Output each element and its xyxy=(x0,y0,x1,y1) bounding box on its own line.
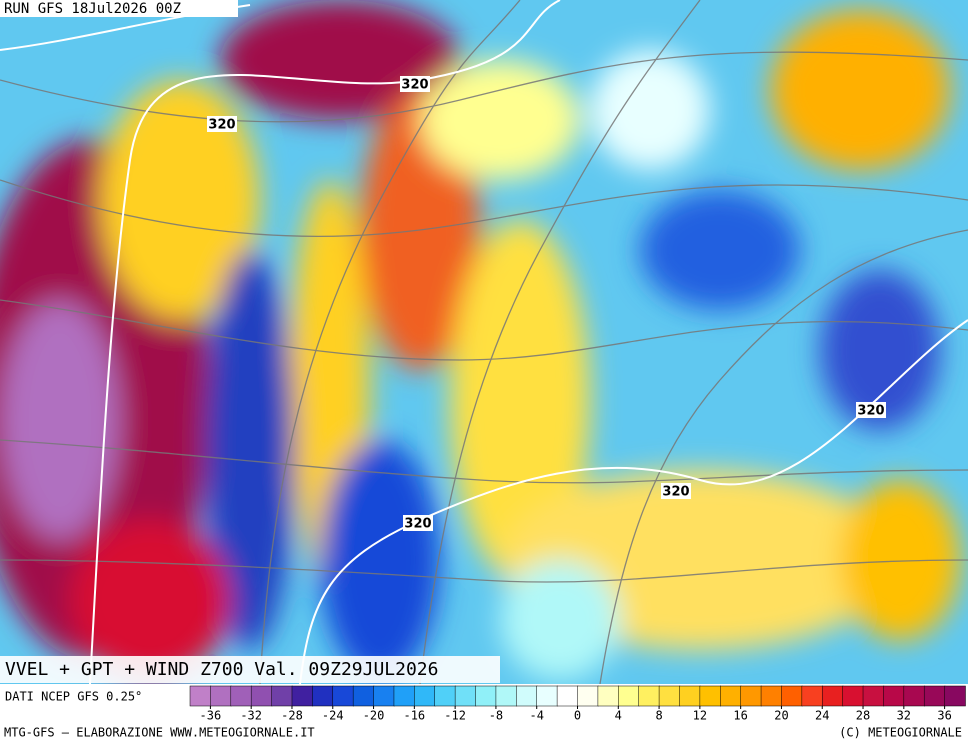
contour-label: 320 xyxy=(662,485,689,500)
colorbar-swatch xyxy=(495,685,518,707)
colorbar: -36 -32 -28 -24 -20 -16 -12 -8 -4 0 4 8 12 16 20 24 28 32… xyxy=(189,685,966,723)
colorbar-tick-label: -20 xyxy=(363,709,385,723)
colorbar-tick-label: 36 xyxy=(937,709,951,723)
colorbar-tick-label: -32 xyxy=(240,709,262,723)
colorbar-tick-label: 20 xyxy=(774,709,788,723)
contour-label-box xyxy=(400,76,430,92)
colorbar-swatch xyxy=(638,685,660,707)
colorbar-swatch xyxy=(352,685,375,707)
colorbar-swatch xyxy=(658,685,681,707)
colorbar-swatch xyxy=(842,685,864,707)
colorbar-swatch xyxy=(332,685,354,707)
colorbar-swatch xyxy=(434,685,456,707)
colorbar-tick-label: 4 xyxy=(615,709,622,723)
colorbar-tick-label: -12 xyxy=(444,709,466,723)
footer-left: MTG-GFS — ELABORAZIONE WWW.METEOGIORNALE… xyxy=(4,726,315,740)
colorbar-tick-label: 0 xyxy=(574,709,581,723)
colorbar-swatch xyxy=(271,685,293,707)
colorbar-swatch xyxy=(760,685,783,707)
colorbar-swatch xyxy=(250,685,273,707)
colorbar-swatch xyxy=(291,685,314,707)
footer-right: (C) METEOGIORNALE xyxy=(839,726,962,740)
colorbar-tick-label: 28 xyxy=(856,709,870,723)
contour-label: 320 xyxy=(404,517,431,532)
colorbar-tick-label: 32 xyxy=(897,709,911,723)
colorbar-swatch xyxy=(740,685,762,707)
colorbar-swatch xyxy=(312,685,334,707)
contour-label: 320 xyxy=(401,78,428,93)
contour-label: 320 xyxy=(208,118,235,133)
colorbar-swatch xyxy=(577,685,599,707)
colorbar-swatch xyxy=(883,685,905,707)
colorbar-swatch xyxy=(618,685,640,707)
run-label: RUN GFS 18Jul2026 00Z xyxy=(4,1,181,17)
colorbar-swatch xyxy=(475,685,497,707)
run-box xyxy=(0,0,238,17)
colorbar-swatch xyxy=(699,685,722,707)
contour-label: 320 xyxy=(857,404,884,419)
product-box xyxy=(0,656,500,683)
colorbar-swatch xyxy=(679,685,701,707)
colorbar-tick-label: -36 xyxy=(200,709,222,723)
colorbar-tick-label: 8 xyxy=(655,709,662,723)
colorbar-swatch xyxy=(862,685,885,707)
colorbar-swatch xyxy=(781,685,803,707)
colorbar-swatch xyxy=(454,685,477,707)
contour-label-box xyxy=(403,515,433,531)
contour-label-box xyxy=(661,483,691,499)
colorbar-tick-label: 24 xyxy=(815,709,829,723)
contour-labels: 320 320 320 320 320 xyxy=(207,76,886,532)
colorbar-swatch xyxy=(373,685,395,707)
contour-label-box xyxy=(207,116,237,132)
colorbar-swatch xyxy=(210,685,232,707)
colorbar-tick-label: -4 xyxy=(529,709,543,723)
colorbar-swatch xyxy=(944,685,966,707)
contour-label-box xyxy=(856,402,886,418)
colorbar-swatch xyxy=(189,685,212,707)
colorbar-tick-label: -28 xyxy=(281,709,303,723)
colorbar-swatch xyxy=(536,685,558,707)
colorbar-tick-label: 12 xyxy=(693,709,707,723)
source-label: DATI NCEP GFS 0.25° xyxy=(5,690,142,704)
map xyxy=(0,0,968,684)
colorbar-swatch xyxy=(903,685,925,707)
colorbar-swatch xyxy=(230,685,252,707)
colorbar-swatch xyxy=(393,685,416,707)
product-label: VVEL + GPT + WIND Z700 Val. 09Z29JUL2026 xyxy=(5,659,438,680)
colorbar-tick-label: -24 xyxy=(322,709,344,723)
colorbar-swatch xyxy=(516,685,538,707)
colorbar-swatch xyxy=(720,685,742,707)
colorbar-swatch xyxy=(414,685,436,707)
colorbar-swatch xyxy=(923,685,946,707)
colorbar-tick-label: 16 xyxy=(733,709,747,723)
colorbar-tick-label: -16 xyxy=(403,709,425,723)
colorbar-swatch xyxy=(801,685,823,707)
colorbar-swatch xyxy=(556,685,579,707)
colorbar-swatch xyxy=(821,685,844,707)
colorbar-tick-label: -8 xyxy=(489,709,503,723)
colorbar-swatch xyxy=(597,685,620,707)
